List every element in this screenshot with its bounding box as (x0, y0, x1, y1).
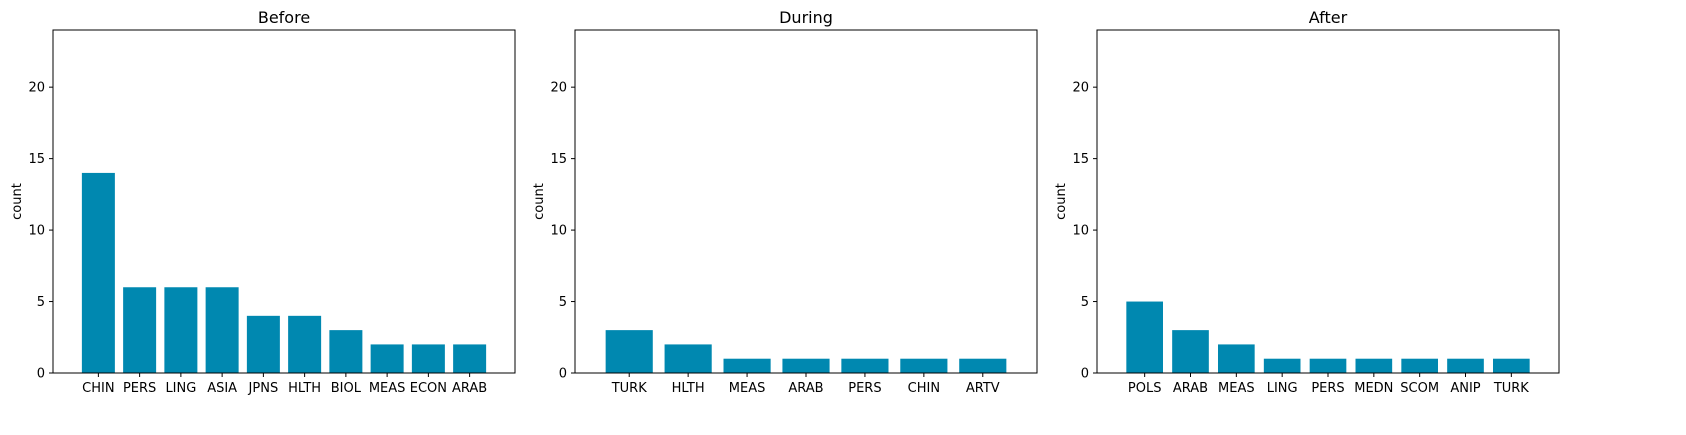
axes-frame (52, 29, 516, 374)
bar-chin (900, 358, 948, 373)
chart-panel-after: 0 5 10 15 20 POLS ARAB MEAS LING PERS MEDN SCOM ANIP… (1054, 8, 1560, 396)
x-tick-label-hlth: HLTH (672, 381, 705, 396)
chart-title: After (1309, 8, 1348, 27)
x-tick-label-arab: ARAB (452, 381, 487, 396)
x-tick-label-meas: MEAS (729, 381, 766, 396)
y-tick-label: 5 (1081, 295, 1089, 310)
x-tick-label-econ: ECON (410, 381, 447, 396)
y-tick-label: 20 (28, 81, 45, 96)
y-tick-label: 20 (1072, 81, 1089, 96)
chart-title: During (779, 8, 833, 27)
y-tick-label: 0 (37, 367, 45, 382)
axes-frame (1096, 29, 1560, 374)
y-axis-label: count (10, 183, 25, 220)
bar-scom (1401, 358, 1438, 373)
y-tick-label: 15 (1072, 152, 1089, 167)
bar-medn (1355, 358, 1393, 373)
x-tick-label-turk: TURK (1493, 381, 1529, 396)
bar-turk (605, 330, 653, 373)
bar-ling (1263, 358, 1301, 373)
y-axis-label: count (1054, 183, 1069, 220)
chart-title: Before (258, 8, 310, 27)
bar-meas (723, 358, 771, 373)
x-tick-label-biol: BIOL (331, 381, 362, 396)
y-tick-label: 0 (1081, 367, 1089, 382)
x-tick-label-jpns: JPNS (248, 381, 279, 396)
x-tick-label-anip: ANIP (1450, 381, 1480, 396)
chart-panel-during: 0 5 10 15 20 TURK HLTH MEAS ARAB PERS CHIN ARTV Duri… (532, 8, 1038, 396)
x-tick-label-artv: ARTV (966, 381, 1000, 396)
bar-asia (205, 287, 239, 373)
bar-pers (841, 358, 889, 373)
x-tick-label-asia: ASIA (207, 381, 237, 396)
x-tick-label-chin: CHIN (82, 381, 114, 396)
y-tick-label: 10 (1072, 224, 1089, 239)
y-tick-label: 0 (559, 367, 567, 382)
x-tick-label-hlth: HLTH (288, 381, 321, 396)
bar-chin (81, 172, 115, 373)
x-tick-label-meas: MEAS (369, 381, 406, 396)
y-tick-label: 10 (550, 224, 567, 239)
x-tick-label-turk: TURK (611, 381, 647, 396)
y-axis-label: count (532, 183, 547, 220)
bar-econ (411, 344, 445, 373)
x-tick-label-arab: ARAB (788, 381, 823, 396)
y-tick-label: 5 (559, 295, 567, 310)
bar-pers (1309, 358, 1347, 373)
x-tick-label-pols: POLS (1128, 381, 1162, 396)
x-tick-label-arab: ARAB (1173, 381, 1208, 396)
x-tick-label-pers: PERS (1311, 381, 1344, 396)
chart-panel-before: 0 5 10 15 20 CHIN PERS LING ASIA JPNS HLTH BIOL MEAS… (10, 8, 516, 396)
x-tick-label-ling: LING (1267, 381, 1298, 396)
y-tick-label: 15 (550, 152, 567, 167)
y-tick-label: 15 (28, 152, 45, 167)
bar-ling (164, 287, 198, 373)
bar-artv (959, 358, 1007, 373)
bar-hlth (288, 315, 322, 373)
bar-arab (782, 358, 830, 373)
x-tick-label-pers: PERS (123, 381, 156, 396)
bar-meas (370, 344, 404, 373)
x-tick-label-meas: MEAS (1218, 381, 1255, 396)
bar-arab (453, 344, 487, 373)
bar-jpns (246, 315, 280, 373)
bar-meas (1218, 344, 1255, 373)
x-tick-label-ling: LING (165, 381, 196, 396)
y-tick-label: 5 (37, 295, 45, 310)
bar-pers (123, 287, 157, 373)
bar-arab (1172, 330, 1209, 373)
x-tick-label-medn: MEDN (1354, 381, 1393, 396)
y-tick-label: 10 (28, 224, 45, 239)
axes-frame (574, 29, 1038, 374)
x-tick-label-scom: SCOM (1400, 381, 1439, 396)
y-tick-label: 20 (550, 81, 567, 96)
x-tick-label-chin: CHIN (908, 381, 940, 396)
x-tick-label-pers: PERS (848, 381, 881, 396)
bar-biol (329, 330, 363, 373)
bar-hlth (664, 344, 712, 373)
bar-anip (1447, 358, 1484, 373)
bar-pols (1126, 301, 1163, 373)
bar-turk (1493, 358, 1530, 373)
